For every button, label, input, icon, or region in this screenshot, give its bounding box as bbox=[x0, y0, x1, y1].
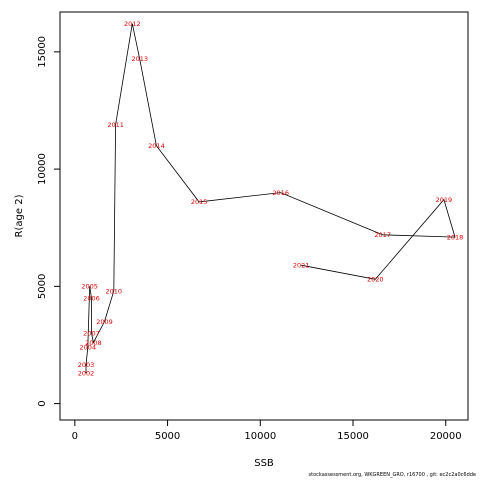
point-label-2020: 2020 bbox=[367, 276, 384, 284]
point-label-2005: 2005 bbox=[81, 283, 98, 291]
point-label-2013: 2013 bbox=[131, 55, 148, 63]
y-tick-label: 0 bbox=[37, 400, 48, 406]
x-axis: 0 5000 10000 15000 20000 bbox=[72, 420, 462, 442]
x-tick-label: 15000 bbox=[337, 431, 369, 442]
point-label-2015: 2015 bbox=[191, 198, 208, 206]
point-label-2002: 2002 bbox=[78, 369, 95, 377]
y-tick-label: 10000 bbox=[37, 153, 48, 185]
plot-area-frame bbox=[59, 11, 469, 421]
point-label-2019: 2019 bbox=[436, 196, 453, 204]
y-tick-label: 5000 bbox=[37, 274, 48, 299]
y-axis: 0 5000 10000 15000 bbox=[37, 36, 60, 407]
x-tick-label: 20000 bbox=[430, 431, 462, 442]
x-tick-label: 0 bbox=[72, 431, 78, 442]
point-label-2003: 2003 bbox=[78, 361, 95, 369]
point-label-2004: 2004 bbox=[80, 344, 97, 352]
point-label-2007: 2007 bbox=[83, 330, 100, 338]
point-label-2009: 2009 bbox=[96, 318, 113, 326]
x-axis-title: SSB bbox=[254, 458, 274, 469]
point-label-2011: 2011 bbox=[107, 121, 124, 129]
y-tick-label: 15000 bbox=[37, 36, 48, 68]
point-label-2016: 2016 bbox=[272, 189, 289, 197]
point-label-2014: 2014 bbox=[148, 142, 165, 150]
series-line bbox=[85, 23, 456, 374]
point-label-2012: 2012 bbox=[124, 20, 141, 28]
point-label-2010: 2010 bbox=[106, 287, 123, 295]
x-tick-label: 5000 bbox=[155, 431, 180, 442]
point-label-2021: 2021 bbox=[293, 262, 310, 270]
y-axis-title: R(age 2) bbox=[14, 194, 25, 237]
point-label-2017: 2017 bbox=[374, 231, 391, 239]
point-label-2018: 2018 bbox=[447, 233, 464, 241]
x-tick-label: 10000 bbox=[244, 431, 276, 442]
point-label-2008: 2008 bbox=[85, 339, 102, 347]
point-label-2006: 2006 bbox=[83, 294, 100, 302]
footer-credit: stockassessment.org, WKGREEN_GRO, r16700… bbox=[308, 472, 476, 478]
